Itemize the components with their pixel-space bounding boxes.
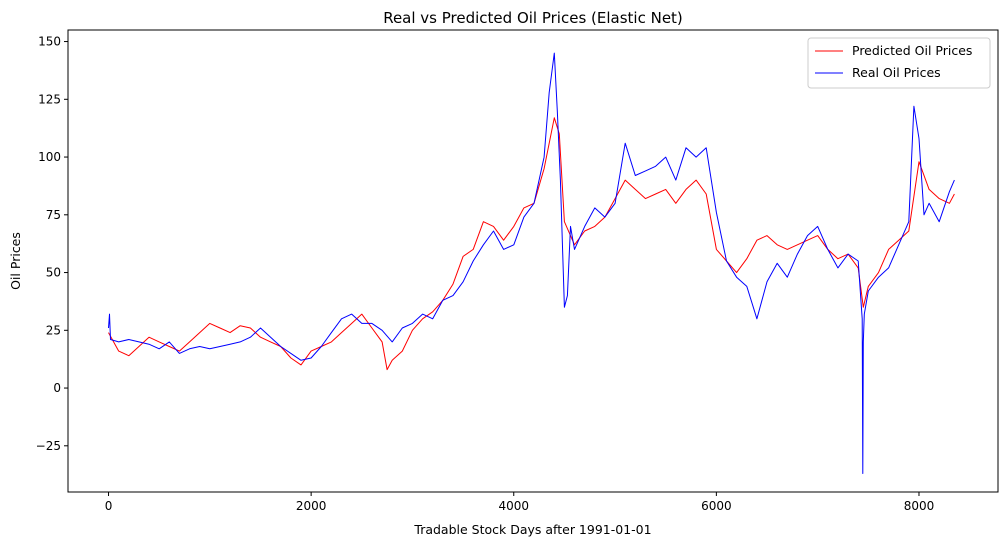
- x-tick-label: 8000: [904, 499, 935, 513]
- y-tick-label: 25: [46, 323, 61, 337]
- plot-lines: [108, 52, 955, 474]
- y-tick-label: 150: [38, 35, 61, 49]
- y-tick-label: 125: [38, 92, 61, 106]
- y-tick-label: 100: [38, 150, 61, 164]
- legend: Predicted Oil Prices Real Oil Prices: [807, 37, 991, 89]
- plot-frame: [67, 29, 999, 493]
- series-line-real: [108, 52, 955, 474]
- axes-ticks: 0 2000 4000 6000 8000 −25 0 25 50 75 100 125 150: [36, 35, 935, 513]
- y-tick-label: −25: [36, 439, 61, 453]
- legend-label-predicted: Predicted Oil Prices: [852, 43, 972, 58]
- y-tick-label: 0: [53, 381, 61, 395]
- x-axis-title: Tradable Stock Days after 1991-01-01: [413, 522, 651, 537]
- chart-title: Real vs Predicted Oil Prices (Elastic Ne…: [383, 9, 683, 27]
- x-tick-label: 2000: [296, 499, 327, 513]
- legend-label-real: Real Oil Prices: [852, 65, 941, 80]
- x-tick-label: 4000: [498, 499, 529, 513]
- legend-box: [807, 37, 991, 89]
- y-tick-label: 75: [46, 208, 61, 222]
- y-axis-title: Oil Prices: [8, 232, 23, 290]
- x-tick-label: 6000: [701, 499, 732, 513]
- x-tick-label: 0: [105, 499, 113, 513]
- y-tick-label: 50: [46, 266, 61, 280]
